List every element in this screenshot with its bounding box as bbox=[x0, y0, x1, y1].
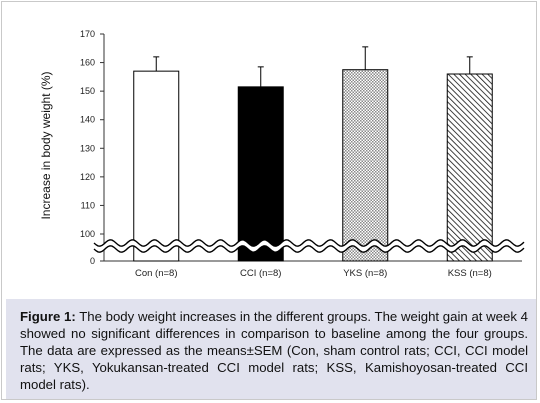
caption-label: Figure 1: bbox=[20, 309, 76, 324]
tick-labels: 170 160 150 140 130 120 110 100 0 Con (n=8) CCI (n… bbox=[80, 29, 492, 279]
y-tick-label: 170 bbox=[80, 29, 95, 39]
y-tick-label: 160 bbox=[80, 58, 95, 68]
caption-text: The body weight increases in the differe… bbox=[20, 309, 528, 392]
y-tick-label: 0 bbox=[90, 256, 95, 266]
axis-break-line bbox=[93, 245, 525, 253]
x-category-label: YKS (n=8) bbox=[343, 268, 387, 279]
x-category-label: KSS (n=8) bbox=[448, 268, 492, 279]
y-tick-label: 100 bbox=[80, 229, 95, 239]
y-tick-label: 140 bbox=[80, 115, 95, 125]
y-tick-label: 120 bbox=[80, 172, 95, 182]
x-category-label: CCI (n=8) bbox=[240, 268, 281, 279]
bar bbox=[237, 86, 284, 262]
y-axis-label-group: Increase in body weight (%) bbox=[39, 71, 53, 219]
y-tick-label: 150 bbox=[80, 86, 95, 96]
bar-chart: Increase in body weight (%) 170 160 150 140… bbox=[39, 29, 525, 279]
chart-panel: Increase in body weight (%) 170 160 150 140… bbox=[6, 6, 536, 296]
x-category-label: Con (n=8) bbox=[135, 268, 178, 279]
figure-caption: Figure 1: The body weight increases in t… bbox=[6, 299, 536, 399]
bar bbox=[446, 73, 493, 262]
bars bbox=[133, 46, 493, 262]
axis-break-band bbox=[94, 239, 524, 253]
y-tick-label: 130 bbox=[80, 143, 95, 153]
y-tick-label: 110 bbox=[81, 200, 95, 210]
bar bbox=[133, 70, 180, 262]
bar bbox=[342, 69, 389, 262]
axis-break bbox=[93, 239, 525, 253]
axis-break-line bbox=[93, 239, 525, 247]
y-axis-label: Increase in body weight (%) bbox=[39, 71, 53, 219]
